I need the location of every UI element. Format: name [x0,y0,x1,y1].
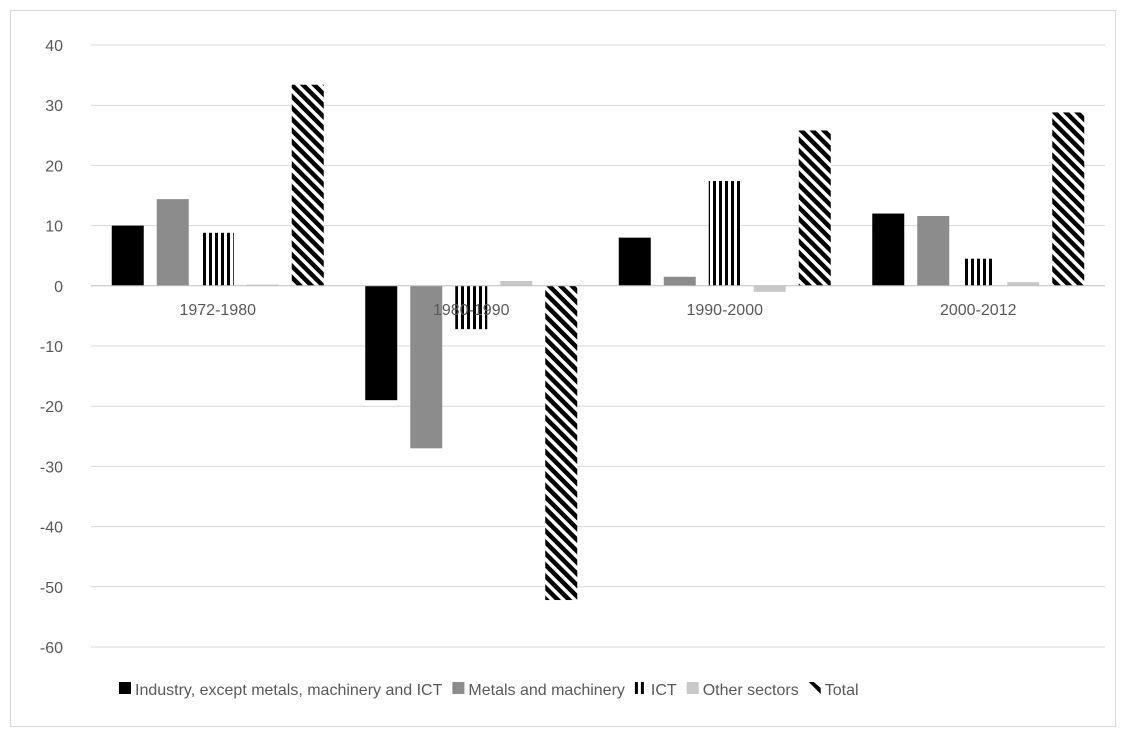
legend-swatch [452,682,465,694]
chart-frame: 40 30 20 10 0 -10 -20 -30 -40 -50 -60 1972-1980 198… [10,10,1116,727]
legend-swatch [808,682,821,694]
category-label: 1990-2000 [686,302,763,319]
y-tick-label: 40 [45,38,63,55]
bars [111,84,1085,601]
legend-entry: Metals and machinery [468,682,625,699]
y-tick-label: 10 [45,219,63,236]
y-tick-label: -50 [40,580,63,597]
legend: Industry, except metals, machinery and I… [119,682,859,699]
bar [872,213,905,286]
bar [798,130,831,286]
bar [246,284,279,286]
bar [962,258,995,286]
bar [917,215,950,286]
bar [291,84,324,286]
category-labels: 1972-1980 1980-1990 1990-2000 2000-2012 [179,302,1016,319]
legend-entry: ICT [651,682,677,699]
y-tick-label: 0 [54,279,63,296]
y-tick-label: -60 [40,640,63,657]
y-tick-label: -10 [40,339,63,356]
category-label: 1980-1990 [433,302,510,319]
bar [500,280,533,286]
bar [708,181,741,286]
legend-swatch [119,682,131,694]
legend-entry: Industry, except metals, machinery and I… [135,682,443,699]
bar [410,285,443,449]
category-label: 1972-1980 [179,302,256,319]
bar [663,276,696,286]
bar [156,199,189,286]
legend-entry: Total [825,682,859,699]
bar-chart: 40 30 20 10 0 -10 -20 -30 -40 -50 -60 1972-1980 198… [40,38,1105,699]
bar [201,232,234,286]
gridlines [91,44,1105,648]
y-tick-label: -20 [40,399,63,416]
y-tick-label: 30 [45,98,63,115]
bar [1007,282,1040,286]
bar [365,285,398,401]
bar [1052,112,1085,286]
bar [618,237,651,286]
y-tick-label: -30 [40,459,63,476]
legend-swatch [634,682,644,694]
y-tick-label: 20 [45,158,63,175]
legend-swatch [686,682,699,694]
bar [111,225,144,286]
y-tick-label: -40 [40,520,63,537]
y-axis-ticks: 40 30 20 10 0 -10 -20 -30 -40 -50 -60 [40,38,63,657]
bar [753,285,786,292]
bar [545,285,578,601]
category-label: 2000-2012 [940,302,1017,319]
legend-entry: Other sectors [703,682,799,699]
bar [455,285,488,330]
